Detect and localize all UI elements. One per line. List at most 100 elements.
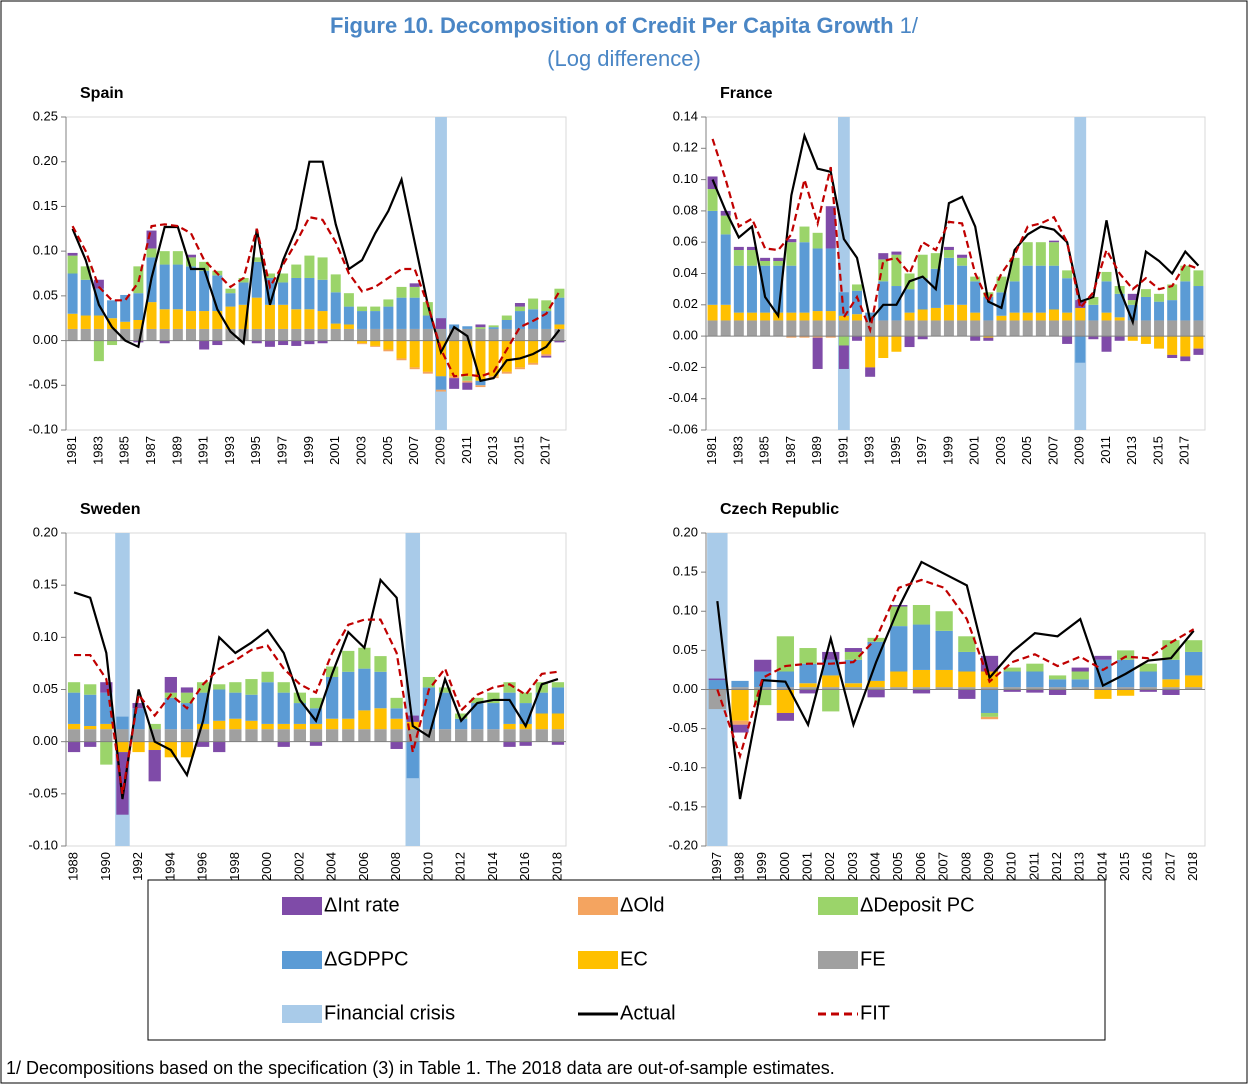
bar-segment xyxy=(957,265,968,305)
bar-segment xyxy=(186,311,196,329)
x-tick-label: 2011 xyxy=(1098,436,1113,464)
bar-segment xyxy=(754,687,772,690)
bar-segment xyxy=(1003,687,1021,690)
x-tick-label: 2015 xyxy=(1117,852,1132,881)
x-tick-label: 2000 xyxy=(777,852,792,881)
bar-segment xyxy=(164,729,177,742)
bar-segment xyxy=(225,328,236,341)
bar-segment xyxy=(958,636,976,652)
bar-segment xyxy=(1048,242,1059,266)
legend-swatch xyxy=(578,897,618,915)
bar-segment xyxy=(1127,300,1138,305)
bar-segment xyxy=(304,340,315,345)
bar-segment xyxy=(1071,687,1089,690)
bar-segment xyxy=(120,294,131,322)
bar-segment xyxy=(957,304,968,321)
bar-segment xyxy=(462,328,473,341)
bar-segment xyxy=(1003,667,1021,672)
bar-segment xyxy=(554,297,565,325)
bar-segment xyxy=(541,311,552,329)
bar-segment xyxy=(983,320,994,337)
bar-segment xyxy=(1094,689,1112,699)
y-tick-label: -0.02 xyxy=(668,359,698,374)
bar-segment xyxy=(501,315,512,321)
x-tick-label: 1993 xyxy=(862,436,877,465)
legend-label: Financial crisis xyxy=(324,1002,455,1024)
y-tick-label: 0.05 xyxy=(33,287,58,302)
fit-line xyxy=(71,215,561,378)
y-tick-label: 0.00 xyxy=(673,681,698,696)
bar-segment xyxy=(799,683,817,688)
bar-segment xyxy=(867,689,885,698)
panel: Czech Republic -0.20 -0.15 -0.10 -0.05 0.00 0.… xyxy=(668,501,1206,881)
bar-segment xyxy=(1116,687,1135,690)
bar-segment xyxy=(983,296,994,321)
bar-segment xyxy=(1062,312,1073,321)
bar-segment xyxy=(462,380,473,383)
bar-segment xyxy=(1048,240,1059,243)
bar-segment xyxy=(370,311,381,329)
bar-segment xyxy=(390,729,403,742)
x-tick-label: 1981 xyxy=(704,436,719,465)
bar-segment xyxy=(812,248,823,312)
bar-segment xyxy=(229,692,242,719)
bar-segment xyxy=(304,255,315,278)
bar-segment xyxy=(264,304,275,329)
bar-segment xyxy=(1193,348,1204,355)
bar-segment xyxy=(358,668,371,711)
bar-segment xyxy=(799,242,810,313)
bar-segment xyxy=(514,306,525,312)
bar-segment xyxy=(146,248,157,258)
bar-segment xyxy=(225,293,236,307)
bar-segment xyxy=(1062,270,1073,279)
bar-segment xyxy=(503,682,516,693)
bar-segment xyxy=(84,684,97,695)
bar-segment xyxy=(488,340,499,377)
bar-segment xyxy=(164,676,177,693)
bar-segment xyxy=(1094,687,1112,690)
bar-segment xyxy=(1114,317,1125,321)
bar-segment xyxy=(1071,679,1089,688)
bar-segment xyxy=(1088,336,1099,340)
bar-segment xyxy=(1075,307,1086,321)
bar-segment xyxy=(396,328,407,341)
y-tick-label: 0.00 xyxy=(33,733,58,748)
bar-segment xyxy=(891,336,902,352)
bar-segment xyxy=(436,389,446,392)
bar-segment xyxy=(291,340,302,346)
bar-segment xyxy=(330,323,341,329)
bar-segment xyxy=(67,255,78,274)
x-tick-label: 1991 xyxy=(835,436,850,465)
bar-segment xyxy=(251,257,262,262)
bar-segment xyxy=(514,328,525,341)
bar-segment xyxy=(277,692,290,724)
bar-segment xyxy=(930,320,941,337)
bar-segment xyxy=(213,741,226,753)
bar-segment xyxy=(786,312,797,321)
bar-segment xyxy=(251,261,262,298)
x-tick-label: 2012 xyxy=(1049,852,1064,881)
bar-segment xyxy=(212,340,223,346)
bar-segment xyxy=(343,293,354,307)
bar-segment xyxy=(186,257,196,267)
bar-segment xyxy=(746,312,757,321)
bar-segment xyxy=(1094,655,1112,660)
x-tick-label: 2001 xyxy=(800,852,815,881)
bar-segment xyxy=(1162,689,1180,695)
bar-segment xyxy=(406,741,419,779)
bar-segment xyxy=(514,340,525,368)
x-tick-label: 1989 xyxy=(809,436,824,465)
bar-segment xyxy=(983,337,994,341)
x-tick-label: 1998 xyxy=(227,852,242,881)
y-tick-label: -0.05 xyxy=(28,785,58,800)
bar-segment xyxy=(317,279,328,312)
bar-segment xyxy=(107,340,118,346)
bar-segment xyxy=(342,718,355,730)
bar-segment xyxy=(1167,300,1178,321)
bar-segment xyxy=(291,309,302,329)
x-tick-label: 2014 xyxy=(485,852,500,881)
x-tick-label: 2001 xyxy=(967,436,982,465)
bar-segment xyxy=(720,320,731,337)
bar-segment xyxy=(1048,309,1059,321)
bar-segment xyxy=(514,311,525,329)
